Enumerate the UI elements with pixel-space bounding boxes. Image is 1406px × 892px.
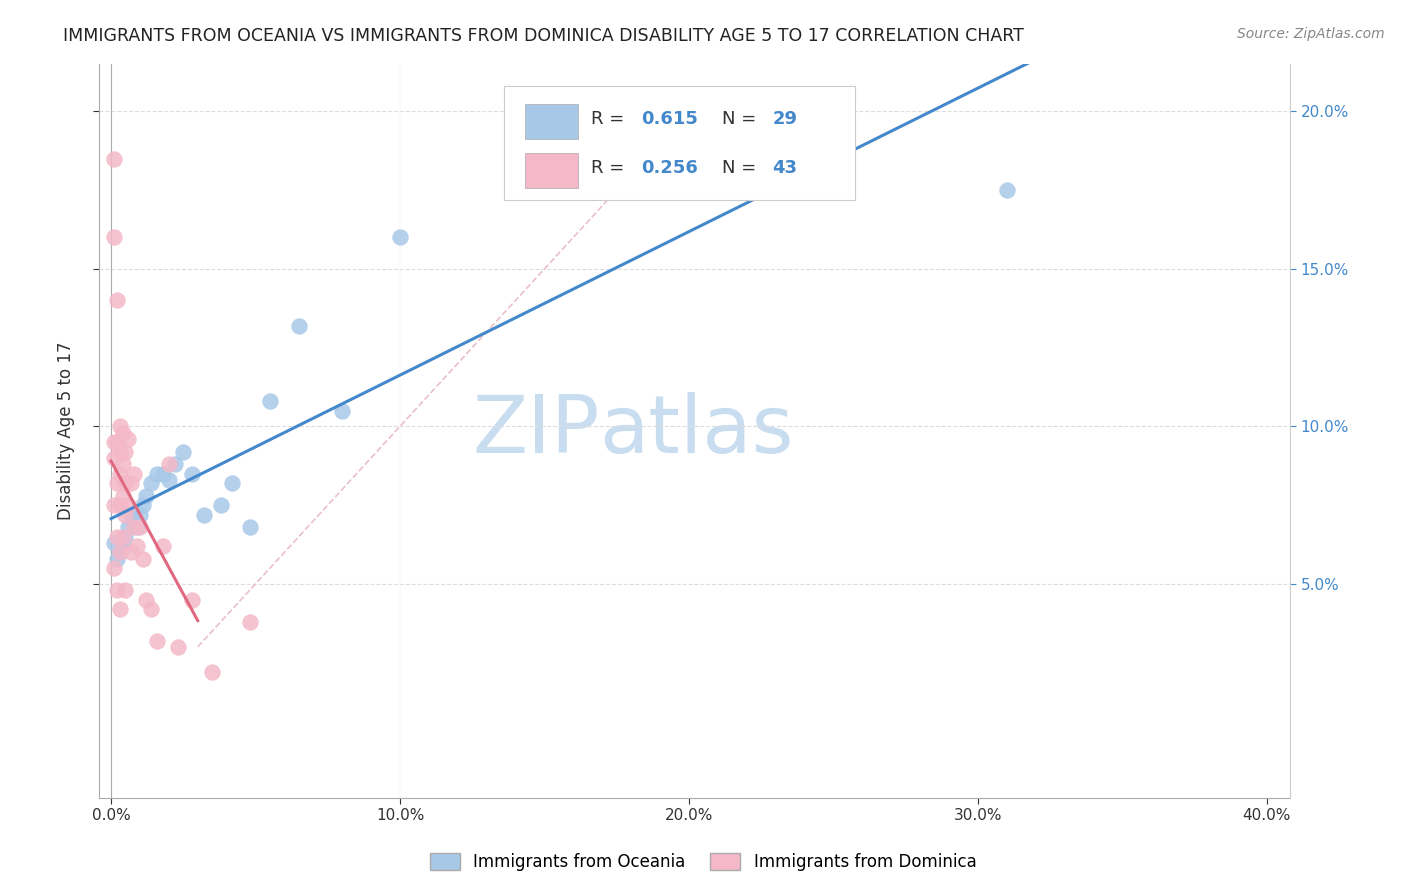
Point [209,498,232,512]
Text: 0.256: 0.256 [641,159,697,178]
Text: 29: 29 [772,111,797,128]
Point [166,640,188,654]
Point [152,539,174,553]
Text: N =: N = [723,111,762,128]
Text: atlas: atlas [599,392,794,470]
Y-axis label: Disability Age 5 to 17: Disability Age 5 to 17 [58,342,75,520]
Point [163,457,186,471]
Point [221,476,243,491]
Point [181,467,204,481]
Point [108,602,131,616]
Point [103,536,125,550]
FancyBboxPatch shape [524,103,578,139]
Text: ZIP: ZIP [472,392,599,470]
Point [135,489,157,503]
Text: 43: 43 [772,159,797,178]
Point [129,520,152,534]
Point [105,530,128,544]
Point [132,551,155,566]
Point [105,551,128,566]
Point [259,394,281,409]
Point [533,161,555,175]
Point [111,530,134,544]
Point [108,444,131,458]
Point [108,545,131,559]
Point [111,457,134,471]
Point [108,467,131,481]
Point [389,230,412,244]
Point [103,498,125,512]
Point [105,435,128,450]
Point [117,432,139,446]
Point [152,467,174,481]
FancyBboxPatch shape [524,153,578,188]
Point [330,403,353,417]
Point [125,520,148,534]
Point [125,539,148,553]
Point [103,450,125,465]
Point [120,508,142,522]
Point [146,633,169,648]
Point [103,230,125,244]
Point [108,498,131,512]
Point [141,476,163,491]
Point [114,444,136,458]
Point [995,183,1018,197]
Point [111,539,134,553]
Point [135,592,157,607]
Point [122,467,145,481]
Point [103,152,125,166]
Point [117,520,139,534]
Point [111,489,134,503]
Point [108,419,131,434]
Legend: Immigrants from Oceania, Immigrants from Dominica: Immigrants from Oceania, Immigrants from… [422,845,984,880]
Point [201,665,224,679]
Point [120,476,142,491]
Point [288,318,311,333]
Point [111,425,134,440]
Point [239,615,262,629]
Point [122,514,145,528]
Text: R =: R = [591,111,630,128]
Point [122,520,145,534]
Point [239,520,262,534]
Point [141,602,163,616]
Point [117,498,139,512]
Text: R =: R = [591,159,630,178]
Point [114,530,136,544]
Text: Source: ZipAtlas.com: Source: ZipAtlas.com [1237,27,1385,41]
Point [114,476,136,491]
Text: IMMIGRANTS FROM OCEANIA VS IMMIGRANTS FROM DOMINICA DISABILITY AGE 5 TO 17 CORRE: IMMIGRANTS FROM OCEANIA VS IMMIGRANTS FR… [63,27,1024,45]
Point [132,498,155,512]
Point [157,457,180,471]
Point [157,473,180,487]
Point [172,444,194,458]
FancyBboxPatch shape [505,87,855,200]
Point [105,583,128,598]
Point [103,435,125,450]
Point [120,545,142,559]
Point [146,467,169,481]
Point [193,508,215,522]
Point [105,476,128,491]
Point [103,561,125,575]
Point [129,508,152,522]
Point [114,508,136,522]
Point [105,293,128,308]
Point [181,592,204,607]
Point [108,545,131,559]
Text: 0.615: 0.615 [641,111,697,128]
Point [114,583,136,598]
Text: N =: N = [723,159,762,178]
